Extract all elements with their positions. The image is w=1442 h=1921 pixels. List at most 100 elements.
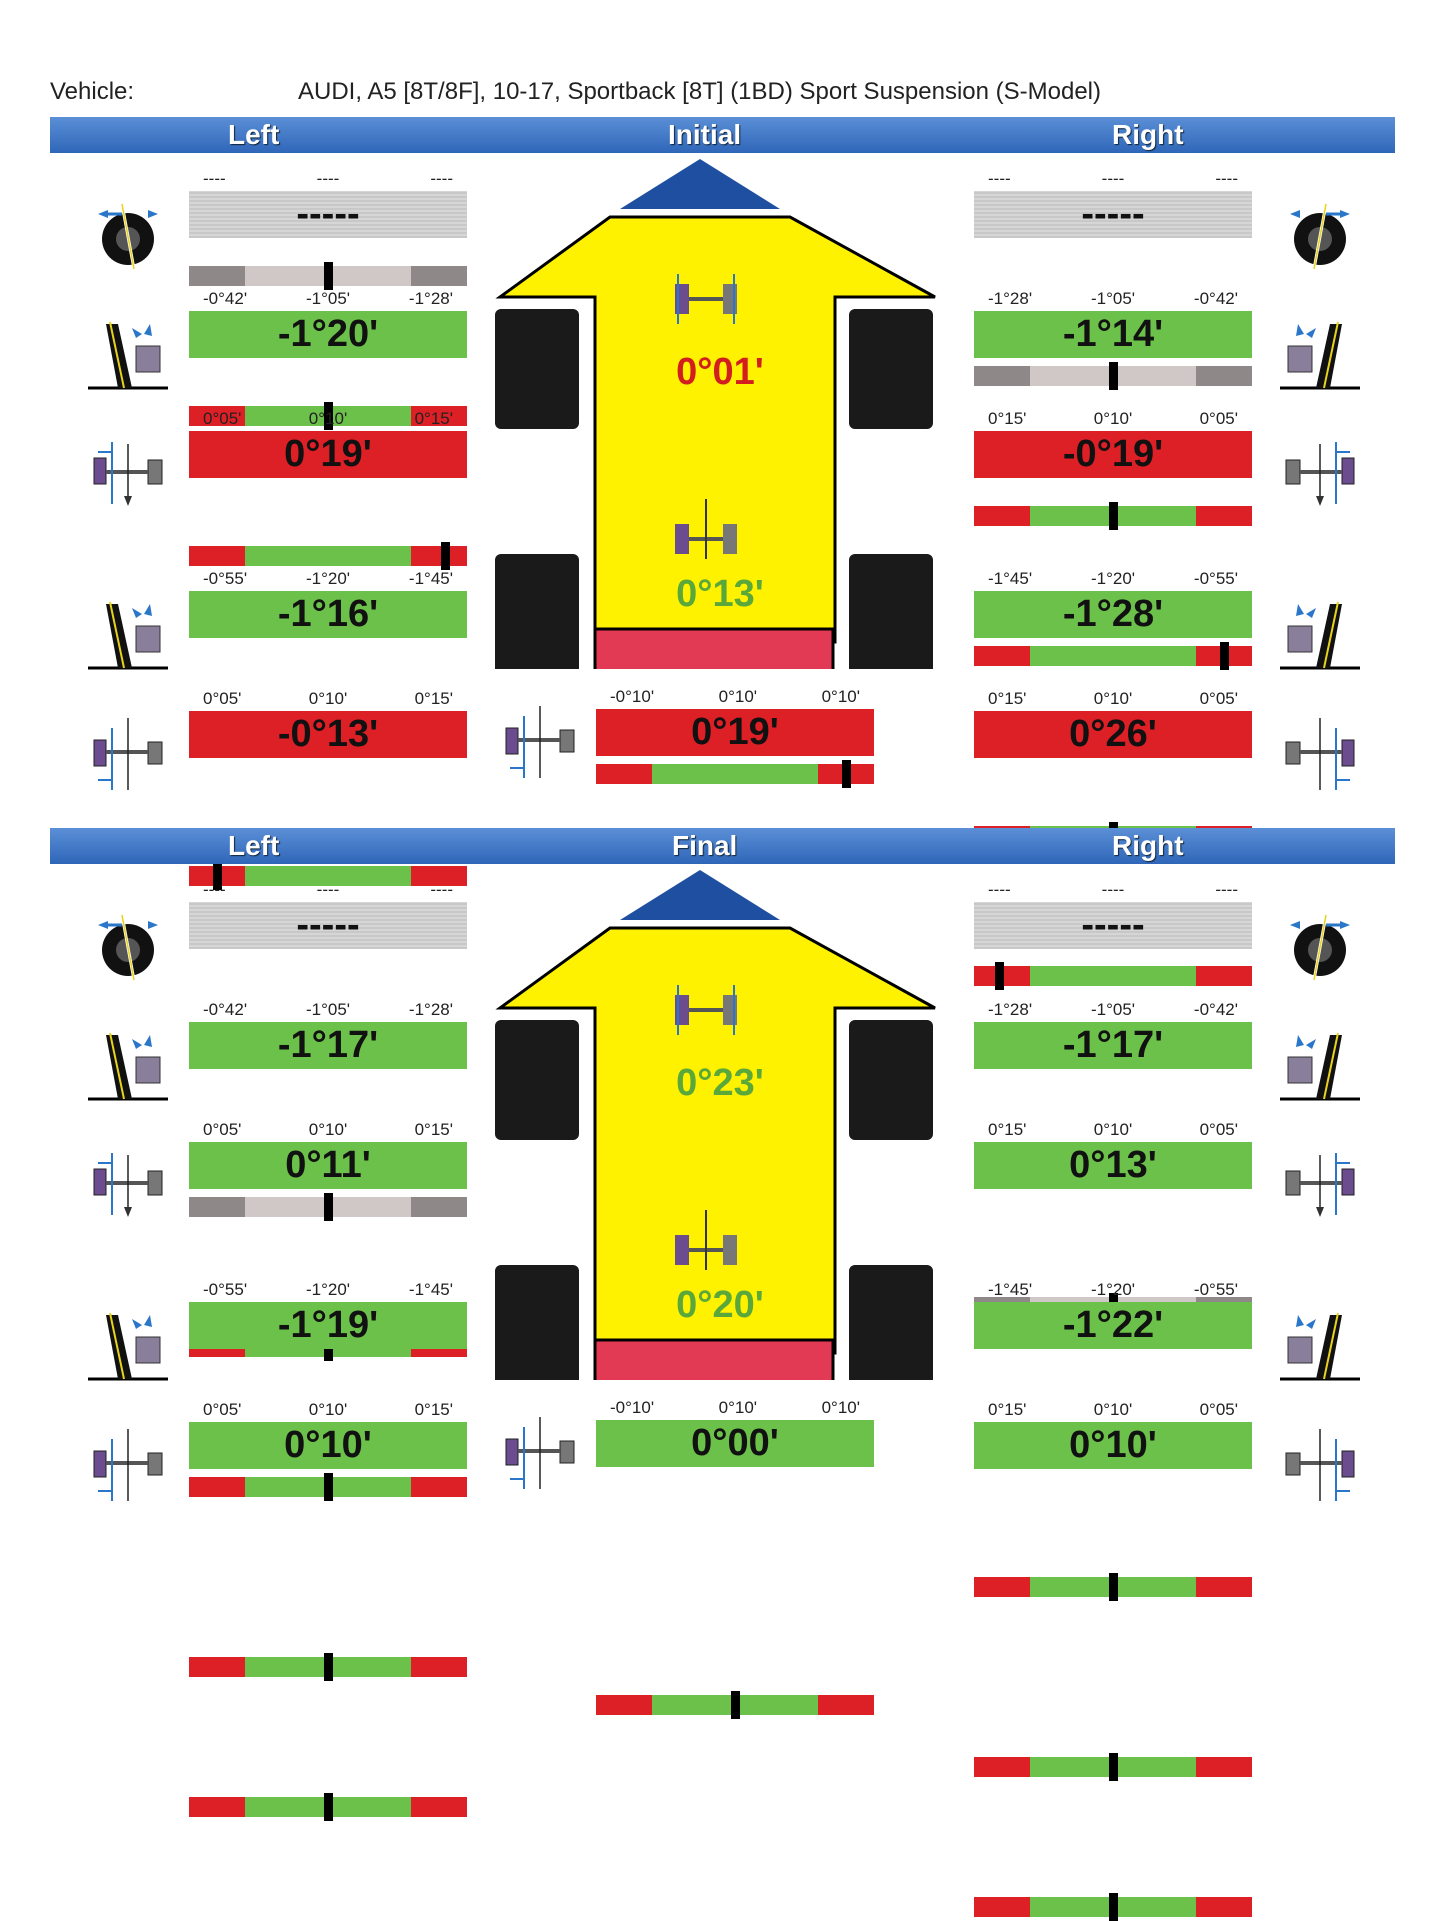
- range-label: ----: [1215, 169, 1238, 188]
- range-label: 0°10': [821, 687, 860, 706]
- range-label: ----: [1101, 880, 1125, 899]
- range-label: ----: [988, 880, 1011, 899]
- bar-marker: [1109, 362, 1118, 390]
- range-label: 0°05': [203, 409, 242, 428]
- range-label: 0°10': [1093, 409, 1133, 428]
- right-row-2-bar: [974, 642, 1252, 670]
- bar-marker: [1109, 1753, 1118, 1781]
- range-label: ----: [430, 169, 453, 188]
- right-row-2-ranges: 0°15' 0°10' 0°05': [978, 1120, 1248, 1140]
- left-caster-icon: [88, 194, 168, 274]
- left-toe-rear-icon: [88, 1425, 168, 1505]
- range-label: -1°28': [408, 289, 453, 308]
- bar-seg-low: [974, 646, 1030, 666]
- vehicle-diagram: [495, 159, 936, 669]
- rear-axle-icon: [675, 1210, 737, 1270]
- center-rear-value: 0°13': [676, 573, 764, 615]
- bar-seg-high: [411, 1657, 467, 1677]
- left-row-4-value: -0°13': [189, 711, 467, 758]
- arrow-body: [495, 215, 936, 644]
- right-row-0-bar: [974, 362, 1252, 390]
- range-label: -0°42': [1193, 1000, 1238, 1019]
- right-camber-icon: [1280, 314, 1360, 394]
- left-row-1-value: -1°20': [189, 311, 467, 358]
- center-front-value: 0°23': [676, 1062, 764, 1104]
- left-row-2-value: 0°19': [189, 431, 467, 478]
- range-label: -0°42': [203, 1000, 248, 1019]
- range-label: ----: [1101, 169, 1125, 188]
- bar-seg-low: [189, 546, 245, 566]
- right-row-3-ranges: -1°45' -1°20' -0°55': [978, 1280, 1248, 1300]
- right-row-1-bar: [974, 502, 1252, 530]
- right-row-1-value: -1°17': [974, 1022, 1252, 1069]
- bar-seg-low: [974, 1897, 1030, 1917]
- front-axle-icon: [675, 985, 737, 1035]
- arrow-tip: [620, 870, 780, 920]
- left-row-3-value: -1°16': [189, 591, 467, 638]
- bar-seg-high: [1196, 966, 1252, 986]
- bar-marker: [995, 962, 1005, 990]
- left-camber-icon: [88, 1305, 168, 1385]
- left-row-0-value: -----: [189, 191, 467, 238]
- right-row-1-value: -1°14': [974, 311, 1252, 358]
- range-label: 0°05': [203, 1400, 242, 1419]
- right-row-2-value: 0°13': [974, 1142, 1252, 1189]
- bar-seg-low: [189, 1197, 245, 1217]
- range-label: ----: [988, 169, 1011, 188]
- right-row-4-value: 0°10': [974, 1422, 1252, 1469]
- range-label: 0°05': [1199, 1400, 1238, 1419]
- right-row-4-value: 0°26': [974, 711, 1252, 758]
- range-label: -0°42': [203, 289, 248, 308]
- range-label: 0°10': [718, 1398, 758, 1417]
- right-caster-icon: [1280, 194, 1360, 274]
- left-row-2-value: 0°11': [189, 1142, 467, 1189]
- bar-seg-high: [411, 1477, 467, 1497]
- range-label: 0°10': [308, 1120, 348, 1139]
- range-label: -1°45': [408, 569, 453, 588]
- left-row-2-ranges: 0°05' 0°10' 0°15': [193, 1120, 463, 1140]
- bar-marker: [1109, 502, 1118, 530]
- right-toe-front-icon: [1280, 1145, 1360, 1225]
- vehicle-label: Vehicle:: [50, 78, 135, 105]
- left-row-0-ranges: ---- ---- ----: [193, 169, 463, 189]
- front-axle-icon: [675, 274, 737, 324]
- bar-marker: [1109, 1893, 1118, 1921]
- bar-seg-high: [411, 866, 467, 886]
- range-label: 0°10': [821, 1398, 860, 1417]
- range-label: -1°28': [988, 289, 1033, 308]
- range-label: -1°05': [305, 289, 351, 308]
- left-camber-icon: [88, 594, 168, 674]
- bar-marker: [324, 1653, 333, 1681]
- left-row-3-value: -1°19': [189, 1302, 467, 1349]
- right-row-1-ranges: -1°28' -1°05' -0°42': [978, 1000, 1248, 1020]
- left-toe-front-icon: [88, 1145, 168, 1225]
- bar-seg-low: [596, 764, 652, 784]
- right-row-1-ranges: -1°28' -1°05' -0°42': [978, 289, 1248, 309]
- thrust-angle-icon: [500, 702, 580, 782]
- left-row-2-bar: [189, 1473, 467, 1501]
- right-row-0-value: -----: [974, 902, 1252, 949]
- rear-axle-icon: [675, 499, 737, 559]
- header-title: Initial: [668, 119, 742, 150]
- bar-seg-low: [189, 266, 245, 286]
- range-label: 0°10': [718, 687, 758, 706]
- range-label: -1°20': [1090, 1280, 1136, 1299]
- bar-seg-low: [189, 406, 245, 426]
- bar-seg-high: [1196, 1897, 1252, 1917]
- range-label: ----: [316, 880, 340, 899]
- left-row-2-ranges: 0°05' 0°10' 0°15': [193, 409, 463, 429]
- range-label: -1°20': [1090, 569, 1136, 588]
- bar-seg-high: [1196, 366, 1252, 386]
- range-label: -1°45': [988, 1280, 1033, 1299]
- bar-seg-mid: [1029, 646, 1197, 666]
- left-toe-rear-icon: [88, 714, 168, 794]
- thrust-angle-bar: [596, 1691, 874, 1719]
- bar-seg-high: [411, 546, 467, 566]
- arrow-body: [495, 926, 936, 1355]
- range-label: -1°05': [305, 1000, 351, 1019]
- header-title: Final: [672, 830, 738, 861]
- right-toe-rear-icon: [1280, 1425, 1360, 1505]
- right-caster-icon: [1280, 905, 1360, 985]
- range-label: -0°55': [1193, 1280, 1238, 1299]
- bar-seg-high: [818, 1695, 874, 1715]
